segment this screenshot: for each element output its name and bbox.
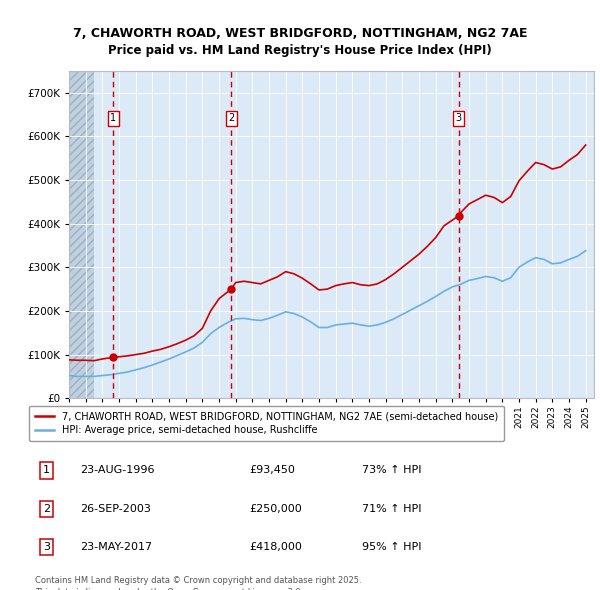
Text: 3: 3	[43, 542, 50, 552]
Legend: 7, CHAWORTH ROAD, WEST BRIDGFORD, NOTTINGHAM, NG2 7AE (semi-detached house), HPI: 7, CHAWORTH ROAD, WEST BRIDGFORD, NOTTIN…	[29, 405, 504, 441]
Text: 1: 1	[110, 113, 116, 123]
Text: 7, CHAWORTH ROAD, WEST BRIDGFORD, NOTTINGHAM, NG2 7AE: 7, CHAWORTH ROAD, WEST BRIDGFORD, NOTTIN…	[73, 27, 527, 40]
Text: £250,000: £250,000	[250, 504, 302, 514]
Text: 71% ↑ HPI: 71% ↑ HPI	[362, 504, 422, 514]
Text: £418,000: £418,000	[250, 542, 302, 552]
Text: 2: 2	[43, 504, 50, 514]
Text: 23-MAY-2017: 23-MAY-2017	[80, 542, 152, 552]
Text: 3: 3	[456, 113, 462, 123]
Text: 26-SEP-2003: 26-SEP-2003	[80, 504, 151, 514]
Text: Price paid vs. HM Land Registry's House Price Index (HPI): Price paid vs. HM Land Registry's House …	[108, 44, 492, 57]
Text: £93,450: £93,450	[250, 466, 295, 476]
Text: 73% ↑ HPI: 73% ↑ HPI	[362, 466, 422, 476]
Text: Contains HM Land Registry data © Crown copyright and database right 2025.
This d: Contains HM Land Registry data © Crown c…	[35, 576, 362, 590]
Bar	[69, 71, 94, 398]
Text: 23-AUG-1996: 23-AUG-1996	[80, 466, 155, 476]
Text: 2: 2	[228, 113, 234, 123]
Text: 1: 1	[43, 466, 50, 476]
Text: 95% ↑ HPI: 95% ↑ HPI	[362, 542, 422, 552]
